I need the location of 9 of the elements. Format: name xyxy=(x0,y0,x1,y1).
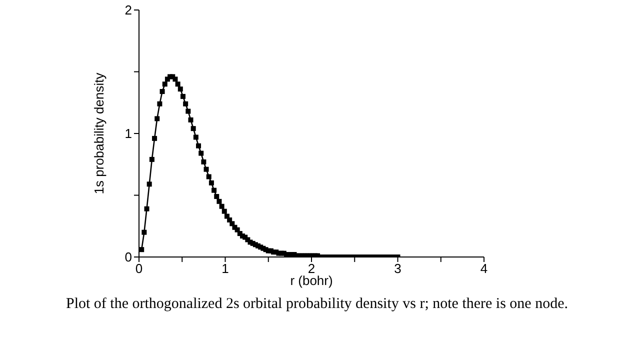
x-tick-label: 4 xyxy=(480,261,488,276)
text: Plot of the orthogonalized 2s orbital probability density vs r; note there is one node. xyxy=(65,296,569,313)
y-tick-label: 1 xyxy=(124,126,132,142)
y-tick-label: 0 xyxy=(124,250,132,265)
x-tick-label: 0 xyxy=(135,261,143,276)
y-tick-label: 2 xyxy=(124,2,132,18)
y-axis-title: 1s probability density xyxy=(92,72,107,194)
x-tick-label: 1 xyxy=(222,261,229,276)
x-tick-label: 3 xyxy=(394,261,402,276)
